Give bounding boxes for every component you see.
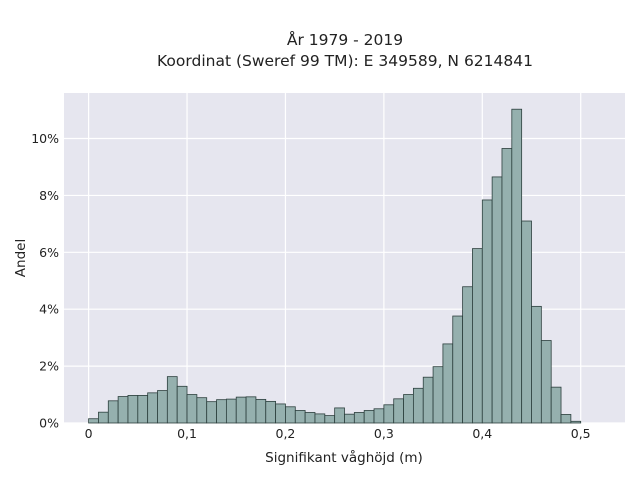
histogram-bar [540,340,552,424]
histogram-bar [98,411,109,424]
histogram-bar [570,420,582,424]
histogram-bar [393,398,404,424]
histogram-bar [521,220,532,424]
y-axis-label: Andel [13,239,29,277]
histogram-bar [117,396,129,424]
histogram-bar [285,406,296,424]
histogram-bar [353,412,365,424]
y-tick-label: 2% [39,359,59,374]
y-tick-labels: 0% 2% 4% 6% 8% 10% [31,131,59,430]
histogram-bar [462,286,473,424]
histogram-bar [344,413,355,424]
x-tick-label: 0,3 [374,426,394,441]
histogram-bar [88,418,99,424]
histogram-bar [403,394,414,424]
histogram-bar [481,199,493,424]
histogram-bar [245,396,257,424]
histogram-bar [422,376,434,424]
histogram-bar [324,415,336,424]
histogram-bar [166,376,178,424]
histogram-bar [432,366,444,424]
histogram-bar [452,315,464,424]
x-tick-label: 0,4 [472,426,492,441]
histogram-bar [206,401,217,424]
histogram-bar [176,385,188,424]
histogram-bar [531,305,542,424]
histogram-bar [216,399,227,424]
y-tick-label: 0% [39,416,59,431]
chart-title-line1: År 1979 - 2019 [287,30,403,49]
chart-title-line2: Koordinat (Sweref 99 TM): E 349589, N 62… [157,52,533,70]
x-tick-label: 0,5 [571,426,591,441]
histogram-bar [294,410,306,424]
y-tick-label: 8% [39,188,59,203]
histogram-bar [442,343,454,424]
histogram-bar [472,248,483,424]
y-tick-label: 4% [39,302,59,317]
histogram-bar [412,387,424,424]
histogram-bar [383,404,395,424]
histogram-bar [501,148,513,424]
histogram-bar [511,108,523,424]
histogram-bars [88,108,582,424]
histogram-bar [373,408,385,424]
histogram-bar [314,413,326,424]
x-tick-labels: 0 0,1 0,2 0,3 0,4 0,5 [85,426,591,441]
y-tick-label: 10% [31,131,59,146]
histogram-bar [137,395,149,424]
histogram-bar [550,386,562,424]
histogram-bar [491,176,503,424]
histogram-bar [225,398,237,424]
x-axis-label: Signifikant våghöjd (m) [265,449,423,466]
histogram-bar [265,400,277,424]
histogram-bar [196,397,208,424]
x-tick-label: 0,1 [177,426,197,441]
histogram-bar [186,394,198,424]
histogram-bar [363,410,375,424]
histogram-bar [334,407,345,424]
histogram-bar [255,398,267,424]
histogram-bar [157,390,168,424]
histogram-bar [147,392,158,424]
histogram-bar [560,414,572,424]
histogram-bar [127,395,139,424]
histogram-bar [275,403,286,424]
histogram-bar [107,400,119,424]
x-tick-label: 0 [85,426,93,441]
histogram-bar [304,412,316,424]
y-tick-label: 6% [39,245,59,260]
x-tick-label: 0,2 [276,426,296,441]
histogram-bar [235,396,247,424]
